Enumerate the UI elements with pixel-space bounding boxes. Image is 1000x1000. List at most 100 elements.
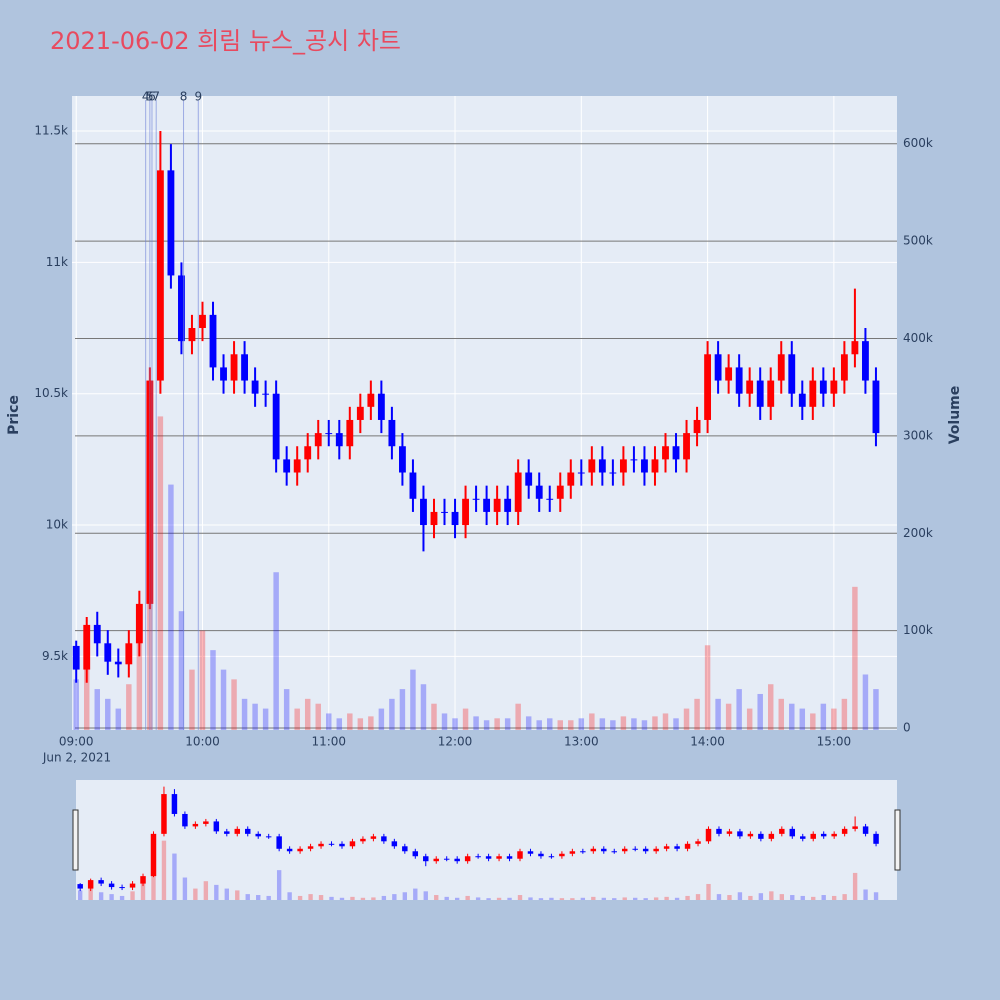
y2-tick-label: 200k bbox=[903, 526, 933, 540]
volume-bar bbox=[831, 895, 837, 900]
volume-bar bbox=[262, 708, 269, 730]
volume-bar bbox=[336, 718, 343, 730]
volume-bar bbox=[256, 895, 261, 900]
volume-bar bbox=[199, 630, 206, 730]
volume-bar bbox=[210, 650, 216, 730]
candle-body bbox=[621, 848, 628, 852]
candle-body bbox=[630, 459, 638, 461]
candle-body bbox=[140, 876, 146, 884]
candle-body bbox=[798, 393, 806, 407]
volume-bar bbox=[507, 897, 512, 900]
x-date-label: Jun 2, 2021 bbox=[42, 751, 111, 765]
candle-body bbox=[314, 433, 322, 447]
candle-body bbox=[609, 472, 617, 474]
candle-body bbox=[756, 380, 764, 407]
volume-bar bbox=[517, 895, 523, 900]
news-label: 6 bbox=[148, 90, 156, 104]
candle-body bbox=[167, 170, 175, 276]
range-handle[interactable] bbox=[894, 809, 901, 871]
news-label: 9 bbox=[194, 90, 202, 104]
candle-body bbox=[726, 831, 733, 834]
candle-body bbox=[598, 459, 606, 473]
candle-body bbox=[483, 498, 491, 512]
y2-tick-label: 300k bbox=[903, 428, 933, 442]
volume-bar bbox=[852, 586, 858, 730]
candle-body bbox=[567, 472, 575, 486]
volume-bar bbox=[536, 720, 542, 730]
volume-bar bbox=[423, 891, 428, 900]
chart-title: 2021-06-02 희림 뉴스_공시 차트 bbox=[50, 27, 401, 55]
candle-body bbox=[209, 314, 217, 368]
volume-bar bbox=[799, 708, 806, 730]
candle-body bbox=[441, 511, 448, 513]
y2-tick-label: 400k bbox=[903, 331, 933, 345]
volume-bar bbox=[528, 897, 533, 900]
candle-body bbox=[693, 419, 701, 434]
volume-bar bbox=[178, 611, 185, 730]
candle-body bbox=[325, 433, 333, 435]
volume-bar bbox=[631, 718, 637, 730]
candle-body bbox=[662, 446, 669, 460]
volume-bar bbox=[235, 890, 240, 900]
volume-bar bbox=[820, 703, 827, 730]
candle-body bbox=[779, 828, 785, 834]
candle-body bbox=[651, 459, 659, 473]
candle-body bbox=[577, 472, 585, 474]
candle-body bbox=[150, 833, 157, 877]
candle-body bbox=[663, 846, 670, 849]
volume-bar bbox=[444, 896, 449, 900]
volume-bar bbox=[220, 669, 227, 730]
candle-body bbox=[192, 823, 199, 827]
candle-body bbox=[777, 354, 785, 381]
volume-bar bbox=[610, 720, 616, 730]
volume-bar bbox=[789, 703, 795, 730]
volume-bar bbox=[130, 891, 135, 900]
volume-bar bbox=[633, 897, 638, 900]
y-tick-label: 11.5k bbox=[34, 123, 68, 137]
volume-bar bbox=[136, 611, 143, 730]
candle-body bbox=[360, 838, 366, 842]
candle-body bbox=[840, 354, 848, 381]
x-tick-label: 13:00 bbox=[564, 735, 599, 749]
volume-bar bbox=[557, 720, 564, 730]
volume-bar bbox=[716, 894, 722, 900]
y2-tick-label: 100k bbox=[903, 623, 933, 637]
volume-bar bbox=[98, 892, 104, 900]
y2-tick-label: 0 bbox=[903, 721, 911, 735]
candle-body bbox=[335, 433, 343, 447]
candle-body bbox=[619, 459, 627, 473]
candle-body bbox=[705, 828, 712, 842]
volume-bar bbox=[653, 897, 659, 900]
candle-body bbox=[135, 603, 143, 644]
candle-body bbox=[862, 341, 869, 381]
volume-bar bbox=[73, 679, 79, 730]
volume-bar bbox=[757, 693, 763, 730]
candle-body bbox=[454, 858, 460, 862]
volume-bar bbox=[109, 894, 114, 900]
y-tick-label: 11k bbox=[46, 255, 68, 269]
candle-body bbox=[851, 341, 859, 355]
candle-body bbox=[632, 848, 638, 850]
range-handle[interactable] bbox=[72, 809, 79, 871]
candle-body bbox=[746, 380, 754, 394]
volume-bar bbox=[694, 698, 700, 730]
volume-bar bbox=[465, 895, 470, 900]
candle-body bbox=[328, 843, 335, 845]
range-slider[interactable] bbox=[76, 780, 897, 900]
candle-body bbox=[402, 846, 408, 852]
candle-body bbox=[538, 853, 544, 857]
candle-body bbox=[672, 446, 680, 460]
x-tick-label: 11:00 bbox=[311, 735, 346, 749]
volume-bar bbox=[339, 897, 345, 900]
candle-body bbox=[178, 275, 185, 342]
candle-body bbox=[559, 853, 565, 857]
candle-body bbox=[272, 393, 280, 460]
volume-bar bbox=[105, 698, 111, 730]
volume-bar bbox=[568, 720, 574, 730]
candle-body bbox=[683, 433, 690, 460]
volume-bar bbox=[315, 703, 321, 730]
volume-bar bbox=[811, 896, 816, 900]
candle-body bbox=[119, 887, 125, 889]
candle-body bbox=[810, 833, 816, 839]
volume-bar bbox=[287, 892, 292, 900]
